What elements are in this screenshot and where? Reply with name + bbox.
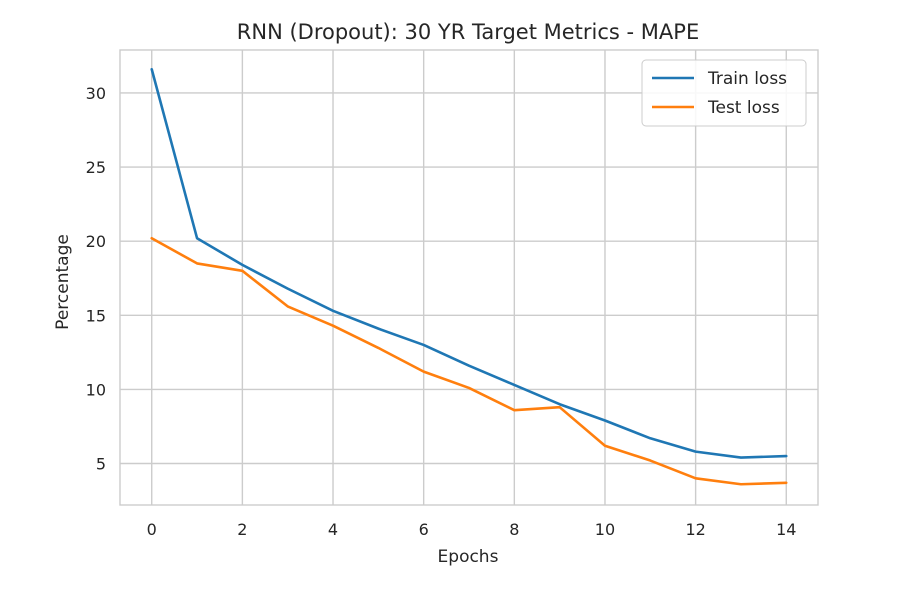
y-tick-label: 10 — [86, 380, 106, 399]
y-tick-label: 30 — [86, 84, 106, 103]
legend-label-train-loss: Train loss — [707, 69, 787, 89]
x-tick-label: 6 — [419, 520, 429, 539]
x-axis-label: Epochs — [438, 547, 499, 567]
series-lines — [150, 67, 788, 486]
plot-area-frame — [119, 49, 819, 506]
x-tick-label: 14 — [776, 520, 796, 539]
legend-box — [641, 59, 807, 127]
y-tick-label: 5 — [96, 455, 106, 474]
legend-label-test-loss: Test loss — [707, 98, 780, 118]
chart-title: RNN (Dropout): 30 YR Target Metrics - MA… — [237, 20, 699, 44]
x-tick-label: 10 — [595, 520, 615, 539]
tick-labels: 0 2 4 6 8 10 12 14 5 10 15 20 25 30 — [86, 84, 797, 539]
series-line-train-loss — [150, 67, 788, 459]
x-tick-label: 12 — [685, 520, 705, 539]
y-tick-label: 15 — [86, 306, 106, 325]
x-tick-label: 4 — [328, 520, 338, 539]
y-tick-label: 25 — [86, 158, 106, 177]
series-line-test-loss — [150, 236, 788, 486]
x-tick-label: 8 — [509, 520, 519, 539]
y-axis-label: Percentage — [53, 234, 73, 330]
legend: Train loss Test loss — [641, 59, 807, 127]
x-tick-label: 0 — [147, 520, 157, 539]
x-tick-label: 2 — [237, 520, 247, 539]
y-tick-label: 20 — [86, 232, 106, 251]
